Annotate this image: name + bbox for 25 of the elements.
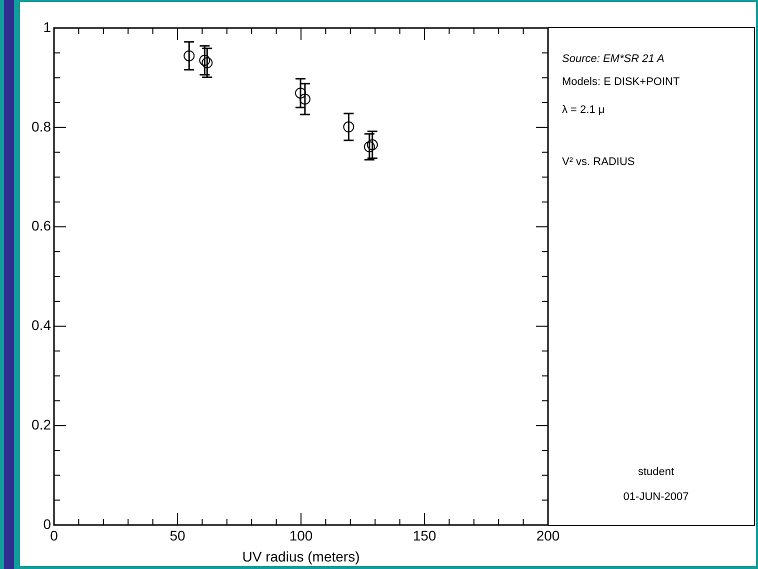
y-tick-label: 1 [43, 18, 52, 35]
text: λ = 2.1 μ [562, 104, 605, 116]
text: Models: E DISK+POINT [562, 76, 680, 88]
y-tick-label: 0.2 [32, 416, 52, 432]
y-tick-label: 0 [43, 516, 52, 532]
point [202, 57, 213, 68]
y-tick-label: 0.6 [32, 218, 52, 234]
x-tick-label: 50 [170, 527, 186, 544]
text: student [638, 466, 674, 478]
point [295, 88, 306, 99]
x-tick-label: 100 [289, 527, 313, 544]
point [184, 50, 195, 62]
point [343, 121, 354, 132]
source-note: Source: EM*SR 21 A [562, 53, 664, 66]
text: V² vs. RADIUS [562, 156, 635, 168]
y-tick-label: 0.8 [32, 118, 52, 134]
x-axis-title: UV radius (meters) [242, 548, 360, 564]
text: 01-JUN-2007 [623, 491, 689, 504]
point [199, 54, 210, 66]
x-tick-label: 200 [536, 527, 560, 544]
y-tick-label: 0.4 [32, 317, 52, 334]
point [366, 139, 378, 150]
point [364, 141, 375, 152]
x-tick-label: 150 [412, 527, 436, 544]
point [299, 94, 310, 105]
